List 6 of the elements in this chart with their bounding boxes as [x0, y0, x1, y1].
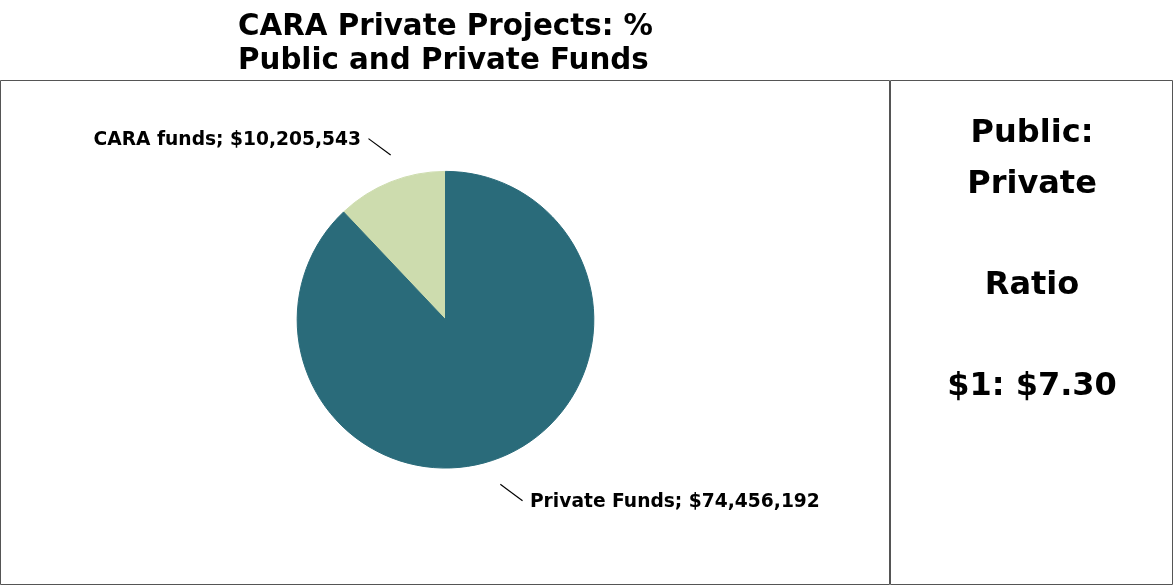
text: $1: $7.30 [947, 364, 1117, 403]
slice-label: CARA funds; $10,205,543 [93, 128, 362, 150]
chart-title: CARA Private Projects: % Public and Private Funds [238, 7, 653, 76]
slice-label: Private Funds; $74,456,192 [529, 490, 820, 512]
text: Public: Private [967, 112, 1097, 201]
text: Ratio [984, 263, 1080, 302]
